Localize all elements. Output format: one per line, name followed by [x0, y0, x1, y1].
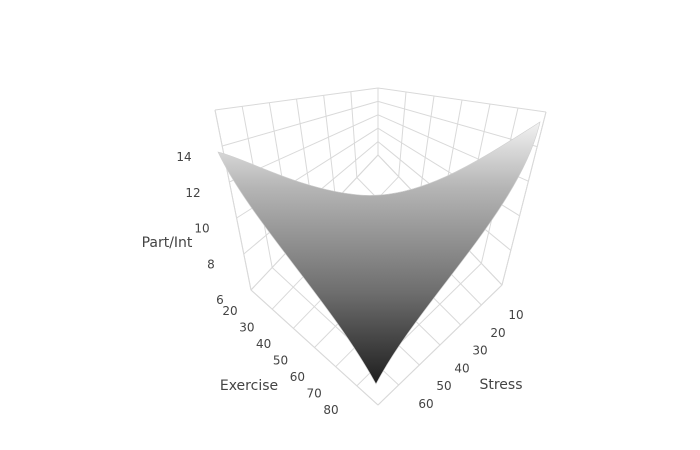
y-tick-label: 40	[454, 361, 469, 375]
grid-line	[377, 87, 547, 113]
y-axis-title: Stress	[479, 377, 522, 393]
grid-line	[377, 284, 503, 406]
y-tick-label: 50	[436, 379, 451, 393]
grid-line	[222, 100, 379, 147]
z-tick-label: 6	[216, 293, 224, 307]
x-tick-label: 60	[290, 370, 305, 384]
y-tick-label: 20	[490, 326, 505, 340]
grid-line	[398, 91, 407, 177]
grid-line	[214, 109, 252, 291]
x-tick-label: 20	[222, 304, 237, 318]
grid-line	[377, 100, 538, 148]
z-axis-title: Part/Int	[142, 235, 193, 251]
surface-mesh[interactable]	[217, 121, 541, 385]
y-tick-label: 30	[472, 344, 487, 358]
z-tick-label: 10	[194, 222, 209, 236]
y-tick-label: 10	[508, 308, 523, 322]
x-axis-title: Exercise	[220, 378, 278, 394]
x-tick-label: 40	[256, 337, 271, 351]
grid-line	[214, 87, 379, 111]
z-tick-label: 12	[185, 186, 200, 200]
grid-line	[350, 91, 358, 178]
x-tick-label: 30	[239, 321, 254, 335]
x-tick-label: 70	[307, 387, 322, 401]
grid-line	[501, 111, 547, 286]
grid-line	[323, 95, 337, 201]
x-tick-label: 50	[273, 354, 288, 368]
grid-line	[418, 95, 435, 199]
y-tick-label: 60	[418, 397, 433, 411]
grid-line	[250, 289, 379, 406]
x-tick-label: 80	[323, 403, 338, 417]
z-tick-label: 14	[176, 150, 191, 164]
z-axis: 6 8 10 12 14 Part/Int	[142, 150, 224, 307]
z-tick-label: 8	[207, 257, 215, 271]
